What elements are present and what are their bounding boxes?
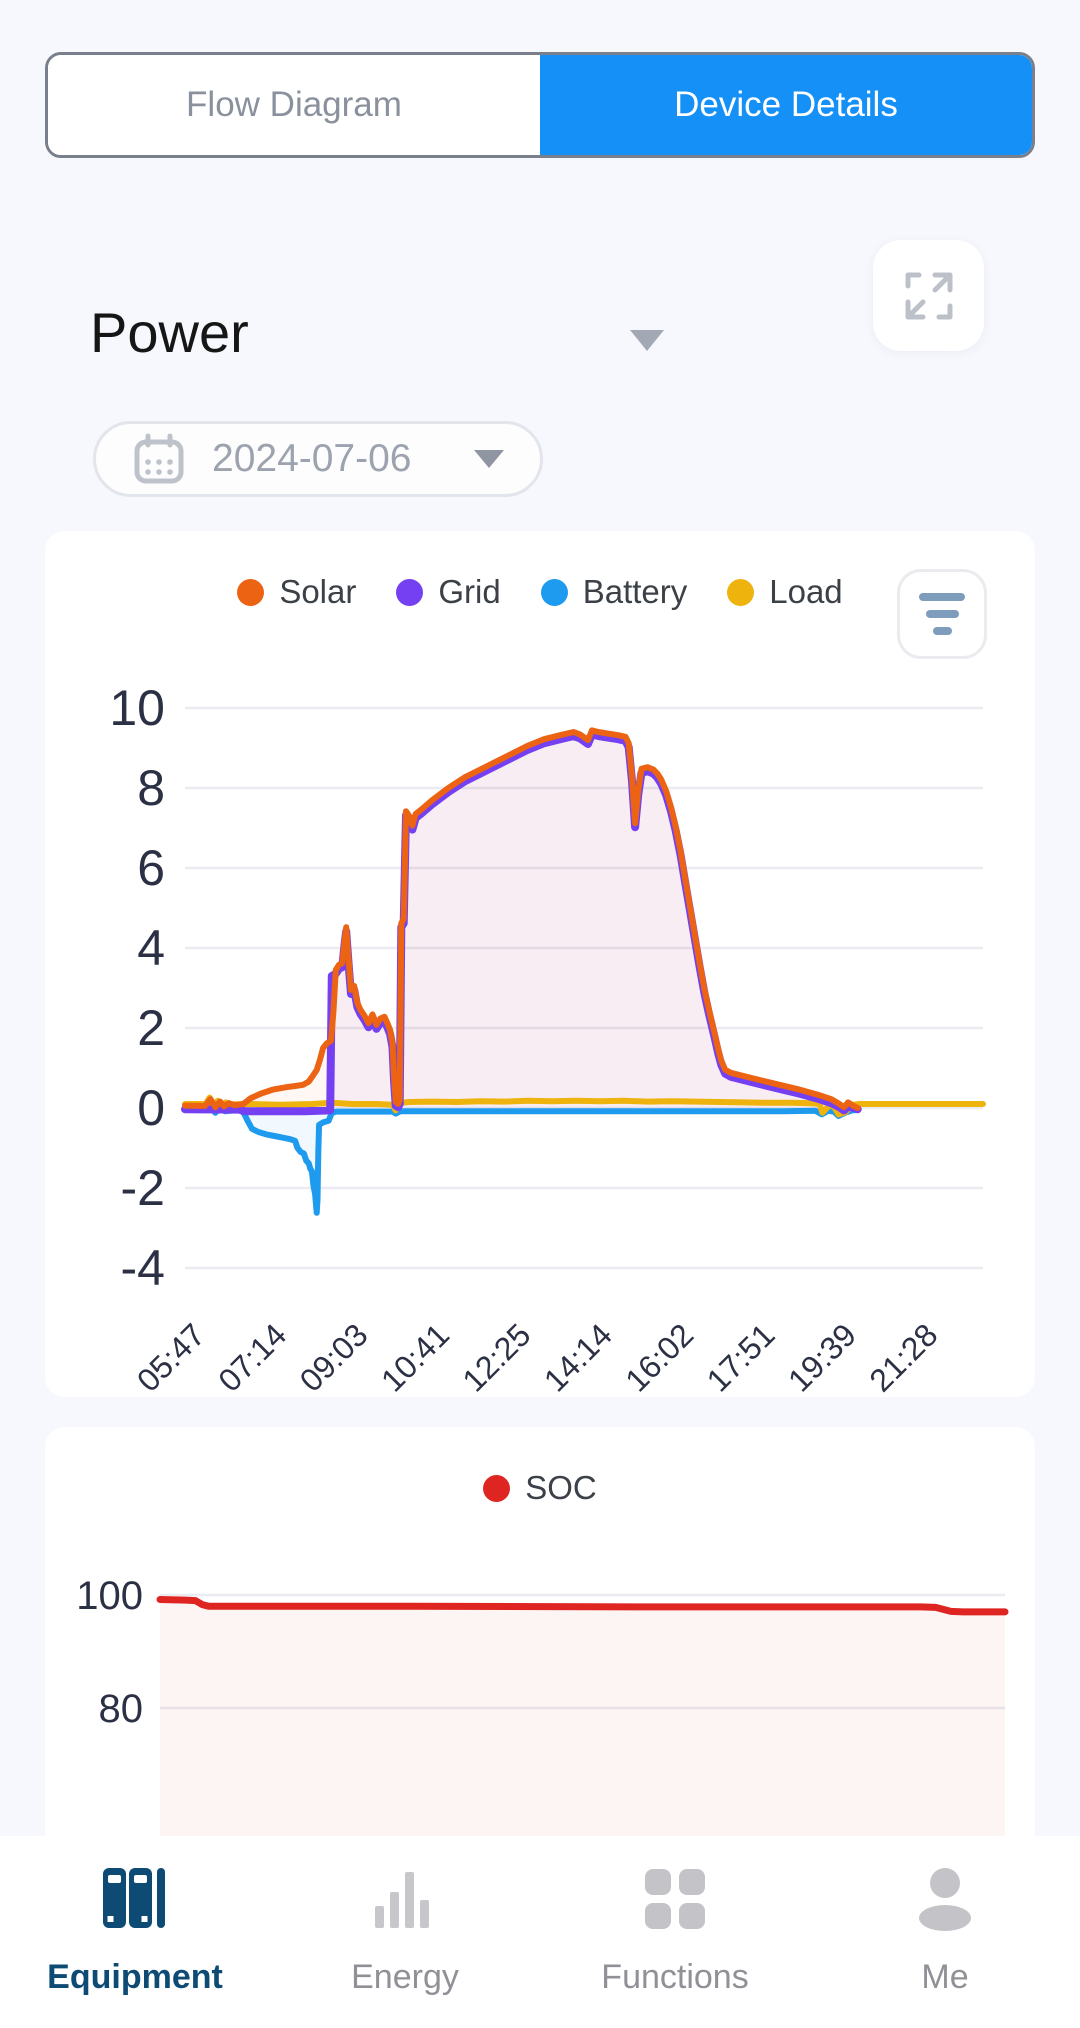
svg-text:09:03: 09:03: [293, 1316, 375, 1397]
svg-text:16:02: 16:02: [618, 1316, 700, 1397]
legend-label: SOC: [525, 1469, 597, 1506]
svg-text:07:14: 07:14: [211, 1316, 293, 1397]
svg-text:100: 100: [76, 1574, 143, 1618]
svg-text:-4: -4: [121, 1240, 165, 1296]
filter-button[interactable]: [897, 569, 987, 659]
legend-dot: [483, 1474, 511, 1502]
date-picker[interactable]: 2024-07-06: [93, 421, 543, 497]
expand-icon: [905, 272, 952, 319]
legend-dot: [237, 578, 265, 606]
energy-bars-icon: [373, 1860, 437, 1938]
power-chart-canvas: 10 8 6 4 2 0 -2 -4 05:47 07:14 09:03 10:41 12:25 14:1…: [109, 680, 986, 1397]
legend-dot: [396, 578, 424, 606]
bottom-nav: Equipment Energy: [0, 1836, 1080, 2028]
nav-item-me[interactable]: Me: [810, 1836, 1080, 2028]
svg-text:80: 80: [99, 1687, 144, 1731]
nav-item-energy[interactable]: Energy: [270, 1836, 540, 2028]
legend-dot: [540, 578, 568, 606]
svg-text:10:41: 10:41: [374, 1316, 456, 1397]
legend-label: Solar: [279, 573, 357, 610]
nav-item-functions[interactable]: Functions: [540, 1836, 810, 2028]
legend-item-grid[interactable]: Grid: [396, 573, 501, 611]
filter-icon: [919, 593, 965, 635]
svg-text:2: 2: [137, 1000, 165, 1056]
metric-selector-title[interactable]: Power: [90, 301, 249, 364]
calendar-icon: [134, 433, 184, 484]
legend-item-load[interactable]: Load: [727, 573, 843, 611]
soc-chart-card: 100 80 SOC: [45, 1427, 1035, 1836]
legend-item-battery[interactable]: Battery: [540, 573, 688, 611]
nav-label: Equipment: [47, 1958, 223, 1996]
legend-label: Battery: [582, 573, 688, 610]
svg-text:8: 8: [137, 760, 165, 816]
power-chart-legend: Solar Grid Battery Load: [45, 573, 1035, 611]
svg-text:21:28: 21:28: [862, 1316, 944, 1397]
nav-label: Energy: [351, 1958, 459, 1996]
expand-button[interactable]: [873, 240, 984, 351]
dropdown-arrow-icon: [474, 450, 504, 468]
tab-device-details[interactable]: Device Details: [540, 55, 1032, 155]
view-tab-bar: Flow Diagram Device Details: [45, 52, 1035, 158]
equipment-icon: [95, 1860, 175, 1938]
nav-label: Functions: [601, 1958, 749, 1996]
legend-label: Grid: [438, 573, 501, 610]
svg-text:17:51: 17:51: [700, 1316, 782, 1397]
tab-flow-diagram[interactable]: Flow Diagram: [48, 55, 540, 155]
legend-dot: [727, 578, 755, 606]
power-chart-card: 10 8 6 4 2 0 -2 -4 05:47 07:14 09:03 10:41 12:25 14:1…: [45, 531, 1035, 1397]
chevron-down-icon[interactable]: [630, 330, 664, 351]
svg-text:-2: -2: [121, 1160, 165, 1216]
legend-item-solar[interactable]: Solar: [237, 573, 356, 611]
svg-text:10: 10: [109, 680, 165, 736]
person-icon: [917, 1860, 973, 1938]
nav-item-equipment[interactable]: Equipment: [0, 1836, 270, 2028]
legend-item-soc[interactable]: SOC: [483, 1469, 597, 1507]
svg-text:12:25: 12:25: [455, 1316, 537, 1397]
nav-label: Me: [921, 1958, 969, 1996]
legend-label: Load: [769, 573, 843, 610]
date-value: 2024-07-06: [212, 437, 412, 480]
soc-chart-legend: SOC: [45, 1469, 1035, 1507]
svg-text:05:47: 05:47: [130, 1316, 212, 1397]
svg-text:0: 0: [137, 1080, 165, 1136]
svg-text:6: 6: [137, 840, 165, 896]
svg-text:19:39: 19:39: [781, 1316, 863, 1397]
soc-chart-canvas: 100 80: [76, 1574, 1009, 1836]
grid-squares-icon: [645, 1860, 705, 1938]
svg-text:4: 4: [137, 920, 165, 976]
svg-text:14:14: 14:14: [537, 1316, 619, 1397]
